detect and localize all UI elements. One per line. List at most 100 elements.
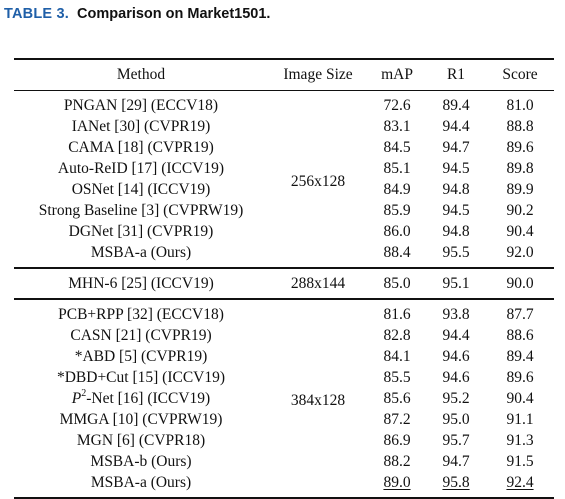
method-cell: DGNet [31] (CVPR19) xyxy=(68,223,214,240)
header-r1: R1 xyxy=(446,66,466,83)
score-cell: 87.7 xyxy=(506,306,534,323)
method-cell: MSBA-a (Ours) xyxy=(90,474,192,491)
method-cell: MHN-6 [25] (ICCV19) xyxy=(68,275,214,292)
r1-cell: 94.4 xyxy=(442,327,470,344)
score-cell: 81.0 xyxy=(506,97,534,114)
table-row: MSBA-a (Ours) 88.4 95.5 92.0 xyxy=(14,242,554,268)
table-row: MHN-6 [25] (ICCV19) 288x144 85.0 95.1 90… xyxy=(14,268,554,299)
score-cell: 88.6 xyxy=(506,327,534,344)
method-superscript: 2 xyxy=(81,387,87,399)
score-cell: 90.0 xyxy=(506,275,534,292)
map-cell: 85.6 xyxy=(383,390,411,407)
score-cell: 89.9 xyxy=(506,181,534,198)
map-cell: 82.8 xyxy=(383,327,411,344)
score-cell: 92.4 xyxy=(486,472,554,498)
r1-cell: 94.5 xyxy=(442,160,470,177)
method-cell: MSBA-a (Ours) xyxy=(90,244,192,261)
map-best-value: 89.0 xyxy=(383,474,411,491)
map-cell: 85.5 xyxy=(383,369,411,386)
r1-cell: 95.0 xyxy=(442,411,470,428)
map-cell: 88.4 xyxy=(383,244,411,261)
method-cell: CAMA [18] (CVPR19) xyxy=(68,139,214,156)
table-row: CAMA [18] (CVPR19) 84.5 94.7 89.6 xyxy=(14,137,554,158)
map-cell: 86.9 xyxy=(383,432,411,449)
r1-cell: 95.5 xyxy=(442,244,470,261)
map-cell: 85.1 xyxy=(383,160,411,177)
r1-cell: 94.8 xyxy=(442,181,470,198)
table-row: P2-Net [16] (ICCV19) 85.6 95.2 90.4 xyxy=(14,388,554,409)
table-row: MGN [6] (CVPR18) 86.9 95.7 91.3 xyxy=(14,430,554,451)
table-row: Strong Baseline [3] (CVPRW19) 85.9 94.5 … xyxy=(14,200,554,221)
score-cell: 90.4 xyxy=(506,223,534,240)
r1-cell: 95.2 xyxy=(442,390,470,407)
table-row: CASN [21] (CVPR19) 82.8 94.4 88.6 xyxy=(14,325,554,346)
r1-cell: 94.7 xyxy=(442,453,470,470)
map-cell: 85.9 xyxy=(383,202,411,219)
score-cell: 90.2 xyxy=(506,202,534,219)
table-caption: TABLE 3. Comparison on Market1501. xyxy=(4,6,270,22)
map-cell: 72.6 xyxy=(383,97,411,114)
header-score: Score xyxy=(502,66,538,83)
method-rest: -Net [16] (ICCV19) xyxy=(86,390,211,407)
map-cell: 86.0 xyxy=(383,223,411,240)
score-cell: 89.8 xyxy=(506,160,534,177)
map-cell: 83.1 xyxy=(383,118,411,135)
score-cell: 92.0 xyxy=(506,244,534,261)
map-cell: 84.1 xyxy=(383,348,411,365)
r1-best-value: 95.8 xyxy=(442,474,470,491)
score-cell: 89.6 xyxy=(506,369,534,386)
map-cell: 84.5 xyxy=(383,139,411,156)
method-cell: *ABD [5] (CVPR19) xyxy=(74,348,208,365)
table-row: OSNet [14] (ICCV19) 84.9 94.8 89.9 xyxy=(14,179,554,200)
score-cell: 91.5 xyxy=(506,453,534,470)
method-cell: OSNet [14] (ICCV19) xyxy=(71,181,211,198)
score-cell: 89.4 xyxy=(506,348,534,365)
method-cell: MMGA [10] (CVPRW19) xyxy=(59,411,223,428)
score-cell: 91.1 xyxy=(506,411,534,428)
method-prefix: P xyxy=(71,390,82,407)
r1-cell: 94.8 xyxy=(442,223,470,240)
r1-cell: 94.6 xyxy=(442,369,470,386)
method-cell: *DBD+Cut [15] (ICCV19) xyxy=(56,369,226,386)
method-cell: CASN [21] (CVPR19) xyxy=(70,327,212,344)
r1-cell: 95.7 xyxy=(442,432,470,449)
score-cell: 89.6 xyxy=(506,139,534,156)
table-row: MMGA [10] (CVPRW19) 87.2 95.0 91.1 xyxy=(14,409,554,430)
table-row: Auto-ReID [17] (ICCV19) 85.1 94.5 89.8 xyxy=(14,158,554,179)
map-cell: 85.0 xyxy=(383,275,411,292)
method-cell: MGN [6] (CVPR18) xyxy=(76,432,206,449)
r1-cell: 89.4 xyxy=(442,97,470,114)
method-cell: P2-Net [16] (ICCV19) xyxy=(14,388,268,409)
method-cell: Auto-ReID [17] (ICCV19) xyxy=(57,160,225,177)
r1-cell: 94.7 xyxy=(442,139,470,156)
method-cell: Strong Baseline [3] (CVPRW19) xyxy=(38,202,244,219)
score-best-value: 92.4 xyxy=(506,474,534,491)
table-row: *DBD+Cut [15] (ICCV19) 85.5 94.6 89.6 xyxy=(14,367,554,388)
image-size-cell: 288x144 xyxy=(290,275,346,292)
score-cell: 88.8 xyxy=(506,118,534,135)
score-cell: 90.4 xyxy=(506,390,534,407)
image-size-cell: 384x128 xyxy=(290,392,346,409)
header-map: mAP xyxy=(381,66,413,83)
method-cell: PNGAN [29] (ECCV18) xyxy=(63,97,219,114)
r1-cell: 94.5 xyxy=(442,202,470,219)
map-cell: 81.6 xyxy=(383,306,411,323)
method-cell: PCB+RPP [32] (ECCV18) xyxy=(58,306,224,323)
table-caption-text: Comparison on Market1501. xyxy=(77,6,271,22)
score-cell: 91.3 xyxy=(506,432,534,449)
table-header-row: Method Image Size mAP R1 Score xyxy=(14,59,554,91)
r1-cell: 93.8 xyxy=(442,306,470,323)
method-cell: IANet [30] (CVPR19) xyxy=(71,118,211,135)
header-image-size: Image Size xyxy=(283,66,353,83)
table-row: *ABD [5] (CVPR19) 84.1 94.6 89.4 xyxy=(14,346,554,367)
method-cell: MSBA-b (Ours) xyxy=(90,453,192,470)
r1-cell: 95.8 xyxy=(426,472,486,498)
r1-cell: 94.4 xyxy=(442,118,470,135)
map-cell: 84.9 xyxy=(383,181,411,198)
comparison-table: Method Image Size mAP R1 Score PNGAN [29… xyxy=(14,58,554,499)
image-size-cell: 256x128 xyxy=(290,172,346,190)
table-row: PCB+RPP [32] (ECCV18) 384x128 81.6 93.8 … xyxy=(14,299,554,409)
table-row: IANet [30] (CVPR19) 83.1 94.4 88.8 xyxy=(14,116,554,137)
r1-cell: 95.1 xyxy=(442,275,470,292)
table-row: DGNet [31] (CVPR19) 86.0 94.8 90.4 xyxy=(14,221,554,242)
